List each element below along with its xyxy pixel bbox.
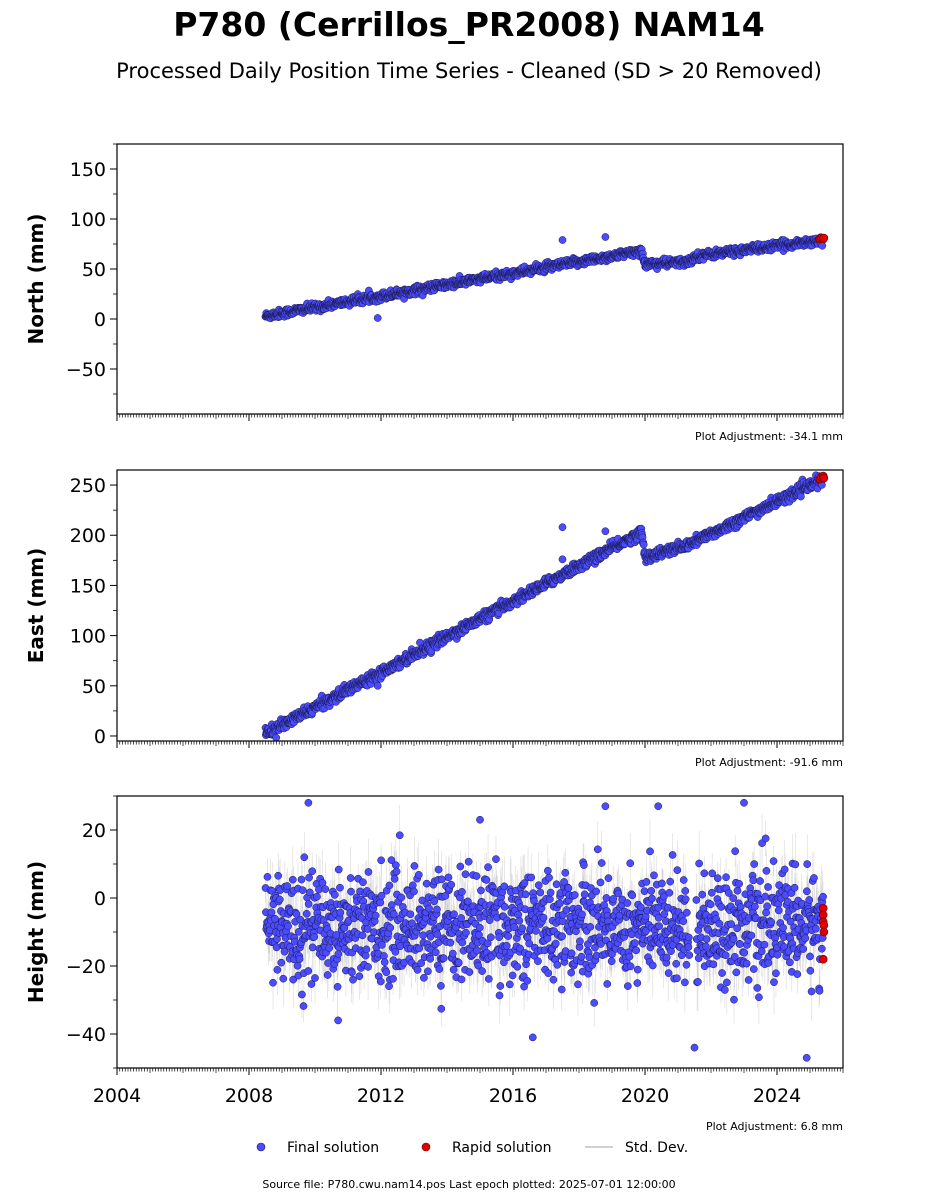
north-ytick-label: −50 — [66, 359, 106, 381]
north-rapid-point — [819, 233, 829, 243]
north-rapid-points — [815, 233, 829, 244]
east-final-point — [272, 733, 281, 741]
chart-title: P780 (Cerrillos_PR2008) NAM14 — [173, 5, 764, 44]
north-data — [261, 233, 829, 323]
north-outlier-point — [558, 236, 567, 244]
north-ytick-label: 50 — [82, 259, 106, 281]
north-outlier-point — [373, 314, 382, 322]
north-ytick-label: 100 — [70, 209, 106, 231]
north-ytick-label: 0 — [94, 309, 106, 331]
north-final-points — [261, 233, 827, 323]
north-outlier-point — [601, 233, 610, 241]
north-ylabel: North (mm) — [24, 213, 48, 344]
east-final-points — [261, 471, 827, 741]
chart-subtitle: Processed Daily Position Time Series - C… — [116, 59, 822, 83]
north-panel: −50 0 50 100 150 North (mm) — [24, 143, 844, 421]
north-ytick-label: 150 — [70, 159, 106, 181]
east-data — [261, 471, 829, 741]
